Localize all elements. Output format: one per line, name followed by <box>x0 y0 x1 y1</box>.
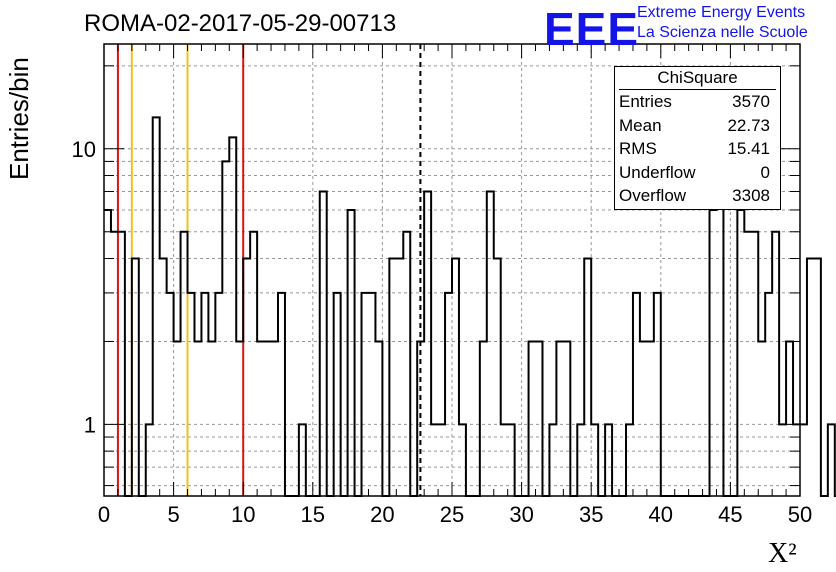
histogram-bin <box>828 424 835 496</box>
histogram-bin <box>208 341 215 496</box>
stats-label: Entries <box>619 92 672 111</box>
histogram-bin <box>278 293 285 496</box>
histogram-bin <box>633 293 640 496</box>
histogram-bin <box>737 210 744 496</box>
histogram-bin <box>236 341 243 496</box>
histogram-bin <box>807 258 814 496</box>
histogram-bin <box>487 191 494 496</box>
histogram-bin <box>167 293 174 496</box>
x-tick-label: 25 <box>440 502 464 527</box>
histogram-bin <box>529 341 536 496</box>
histogram-bin <box>257 341 264 496</box>
histogram-bin <box>772 232 779 496</box>
histogram-bin <box>348 210 355 496</box>
x-tick-label: 15 <box>301 502 325 527</box>
x-axis-label: X² <box>768 538 797 569</box>
histogram-bin <box>132 258 139 496</box>
stats-row-rms: RMS 15.41 <box>615 137 780 161</box>
y-tick-label: 10 <box>72 137 96 162</box>
chart-title: ROMA-02-2017-05-29-00713 <box>84 10 397 37</box>
histogram-bin <box>556 341 563 496</box>
stats-label: Underflow <box>619 162 696 182</box>
x-tick-label: 50 <box>788 502 812 527</box>
histogram-bin <box>271 341 278 496</box>
histogram-bin <box>334 293 341 496</box>
histogram-bin <box>765 293 772 496</box>
histogram-bin <box>243 258 250 496</box>
x-tick-label: 45 <box>718 502 742 527</box>
x-tick-label: 10 <box>231 502 255 527</box>
logo-line2: La Scienza nelle Scuole <box>637 24 808 41</box>
stats-value: 0 <box>760 162 770 182</box>
histogram-bin <box>118 232 125 496</box>
stats-value: 15.41 <box>727 139 770 158</box>
y-axis-label: Entries/bin <box>4 57 34 180</box>
histogram-bin <box>222 161 229 496</box>
histogram-bin <box>584 258 591 496</box>
histogram-bin <box>445 293 452 496</box>
histogram-bin <box>111 232 118 496</box>
stats-value: 22.73 <box>727 115 770 135</box>
histogram-bin <box>160 258 167 496</box>
histogram-bin <box>174 341 181 496</box>
histogram-bin <box>375 341 382 496</box>
histogram-bin <box>424 191 431 496</box>
histogram-bin <box>389 258 396 496</box>
histogram-bin <box>417 341 424 496</box>
histogram-bin <box>494 258 501 496</box>
stats-row-mean: Mean 22.73 <box>615 114 780 138</box>
histogram-bin <box>480 341 487 496</box>
x-tick-label: 40 <box>649 502 673 527</box>
histogram-bin <box>758 341 765 496</box>
histogram-bin <box>452 258 459 496</box>
stats-label: Mean <box>619 115 662 135</box>
histogram-bin <box>640 341 647 496</box>
histogram-bin <box>536 341 543 496</box>
stats-value: 3570 <box>732 92 770 111</box>
histogram-bin <box>368 293 375 496</box>
histogram-bin <box>744 232 751 496</box>
stats-label: RMS <box>619 139 657 158</box>
histogram-bin <box>563 341 570 496</box>
histogram-bin <box>654 293 661 496</box>
stats-box: ChiSquare Entries 3570 Mean 22.73 RMS 15… <box>614 66 781 210</box>
stats-row-entries: Entries 3570 <box>615 90 780 114</box>
histogram-bin <box>181 232 188 496</box>
logo-line1: Extreme Energy Events <box>637 4 806 21</box>
stats-row-underflow: Underflow 0 <box>615 161 780 185</box>
stats-label: Overflow <box>619 186 687 205</box>
histogram-bin <box>188 293 195 496</box>
histogram-bin <box>362 293 369 496</box>
y-tick-label: 1 <box>84 412 96 437</box>
histogram-bin <box>104 210 111 496</box>
x-tick-label: 30 <box>509 502 533 527</box>
histogram-bin <box>751 232 758 496</box>
histogram-bin <box>194 341 201 496</box>
eee-logo: EEE <box>544 3 640 55</box>
histogram-bin <box>814 258 821 496</box>
x-tick-label: 35 <box>579 502 603 527</box>
x-tick-label: 20 <box>370 502 394 527</box>
histogram-bin <box>250 232 257 496</box>
histogram-bin <box>403 232 410 496</box>
stats-title: ChiSquare <box>619 67 776 90</box>
histogram-bin <box>215 293 222 496</box>
histogram-bin <box>201 293 208 496</box>
x-tick-label: 5 <box>167 502 179 527</box>
histogram-bin <box>320 191 327 496</box>
histogram-bin <box>153 117 160 496</box>
histogram-bin <box>264 341 271 496</box>
histogram-bin <box>800 424 807 496</box>
histogram-bin <box>396 258 403 496</box>
x-tick-label: 0 <box>98 502 110 527</box>
histogram-bin <box>647 341 654 496</box>
histogram-bin <box>786 341 793 496</box>
histogram-bin <box>710 210 717 496</box>
stats-value: 3308 <box>732 186 770 205</box>
stats-row-overflow: Overflow 3308 <box>615 184 780 208</box>
